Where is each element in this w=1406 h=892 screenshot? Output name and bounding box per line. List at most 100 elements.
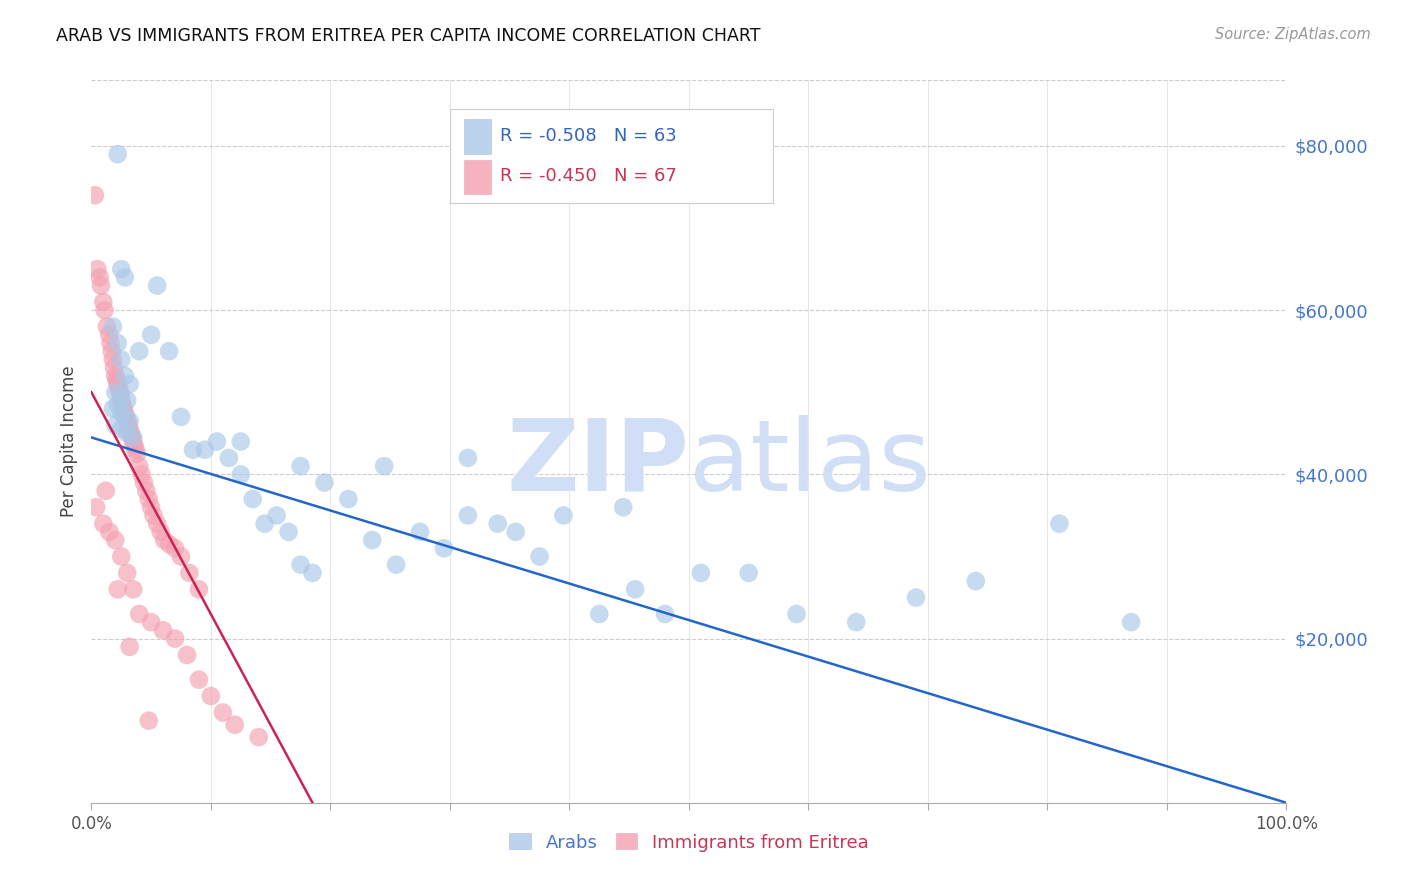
Point [152,624,174,638]
Point [373,459,395,474]
Point [114,406,136,420]
Text: ARAB VS IMMIGRANTS FROM ERITREA PER CAPITA INCOME CORRELATION CHART: ARAB VS IMMIGRANTS FROM ERITREA PER CAPI… [56,27,761,45]
Point [290,558,312,572]
Point [93,516,114,531]
Point [157,344,180,359]
Point [142,508,165,523]
Point [689,566,711,580]
Point [247,730,270,744]
Point [114,270,136,285]
Point [131,467,153,482]
Point [486,516,509,531]
Point [107,398,129,412]
Point [588,607,610,621]
Point [361,533,384,547]
Point [104,385,127,400]
Point [654,607,676,621]
Point [132,475,155,490]
Point [505,524,527,539]
Point [157,537,180,551]
Text: ZIP: ZIP [506,415,689,512]
Point [242,491,264,506]
Point [84,188,107,202]
Point [179,566,201,580]
Point [135,483,157,498]
Point [138,714,160,728]
Point [107,147,129,161]
Point [845,615,868,630]
Point [170,409,193,424]
Point [104,418,127,433]
Point [115,414,138,428]
Point [553,508,575,523]
Point [118,640,141,654]
FancyBboxPatch shape [450,109,773,203]
Point [120,426,142,441]
Point [124,439,146,453]
Point [94,483,117,498]
Bar [464,160,491,194]
Point [121,430,143,444]
Point [253,516,276,531]
Point [457,450,479,465]
Point [112,401,135,416]
Point [115,426,138,441]
Text: atlas: atlas [689,415,931,512]
Point [104,368,127,383]
Legend: Arabs, Immigrants from Eritrea: Arabs, Immigrants from Eritrea [502,826,876,859]
Point [115,393,138,408]
Point [90,278,112,293]
Point [84,500,107,515]
Point [624,582,647,597]
Point [218,450,240,465]
Point [103,360,125,375]
Point [107,336,129,351]
Point [965,574,987,588]
Point [100,344,122,359]
Point [433,541,456,556]
Y-axis label: Per Capita Income: Per Capita Income [59,366,77,517]
Point [108,385,131,400]
Point [124,442,146,457]
Point [153,533,176,547]
Point [98,327,121,342]
Point [110,389,132,403]
Point [737,566,759,580]
Point [301,566,323,580]
Point [110,393,132,408]
Point [101,352,124,367]
Point [138,491,160,506]
Point [122,430,145,444]
Text: R = -0.508   N = 63: R = -0.508 N = 63 [501,127,676,145]
Point [128,607,150,621]
Point [96,319,118,334]
Point [100,336,122,351]
Point [385,558,408,572]
Point [187,673,211,687]
Point [105,373,128,387]
Point [98,524,121,539]
Point [1119,615,1142,630]
Point [122,582,145,597]
Point [110,549,132,564]
Point [146,278,169,293]
Point [115,566,138,580]
Point [409,524,432,539]
Point [89,270,111,285]
Point [86,262,108,277]
Point [229,467,252,482]
Point [905,591,928,605]
Point [118,422,141,436]
Point [1049,516,1071,531]
Point [612,500,634,515]
Point [211,706,233,720]
Point [93,295,114,310]
Point [104,533,127,547]
Point [110,422,132,436]
Text: Source: ZipAtlas.com: Source: ZipAtlas.com [1215,27,1371,42]
Point [229,434,252,449]
Point [457,508,479,523]
Point [110,352,132,367]
Point [122,434,145,449]
Point [108,381,131,395]
